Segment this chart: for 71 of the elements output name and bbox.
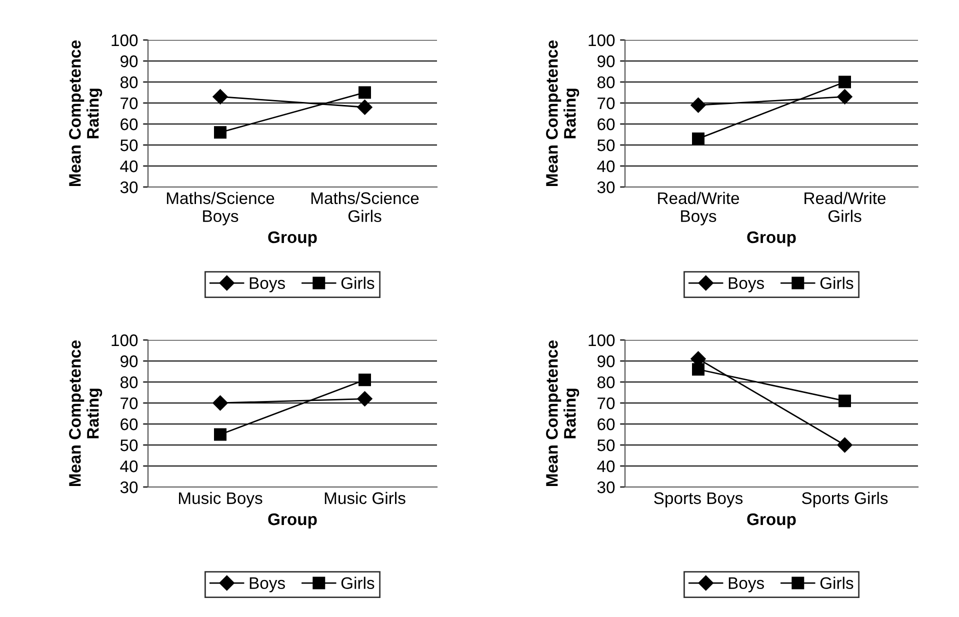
- y-tick-label: 60: [120, 418, 138, 430]
- x-tick-label: Read/Write Boys: [658, 192, 740, 226]
- point: [357, 391, 372, 406]
- point: [690, 98, 706, 113]
- y-tick-label: 50: [597, 439, 615, 452]
- y-tick-label: 50: [120, 139, 138, 152]
- x-tick-label: Sports Boys: [654, 492, 743, 508]
- point: [212, 395, 228, 411]
- y-tick-label: 60: [598, 418, 615, 430]
- y-tick-label: 80: [597, 376, 615, 388]
- point: [357, 100, 372, 115]
- y-tick-label: 100: [112, 34, 138, 46]
- y-tick-label: 50: [120, 439, 138, 452]
- point: [212, 89, 228, 104]
- y-axis-title: Mean Competence Rating: [69, 340, 102, 486]
- y-tick-label: 40: [120, 460, 138, 472]
- y-tick-label: 90: [598, 55, 615, 68]
- y-tick-label: 80: [120, 76, 138, 88]
- x-tick-label: Read/Write Girls: [804, 192, 886, 222]
- point: [692, 132, 704, 145]
- y-tick-label: 60: [120, 118, 138, 130]
- y-axis-title: Mean Competence Rating: [546, 40, 580, 186]
- legend-label: Boys: [250, 277, 285, 292]
- legend-label: Girls: [820, 576, 854, 590]
- x-tick-label: Music Boys: [179, 492, 262, 508]
- y-tick-label: 70: [120, 397, 138, 410]
- y-tick-label: 30: [597, 181, 615, 194]
- y-tick-label: 40: [120, 160, 138, 172]
- y-tick-label: 40: [597, 160, 615, 172]
- point: [838, 394, 851, 408]
- legend-label: Girls: [341, 576, 374, 590]
- legend-label: Girls: [820, 276, 854, 290]
- y-tick-label: 90: [120, 55, 138, 68]
- legend-label: Boys: [728, 277, 764, 292]
- y-tick-label: 70: [598, 397, 615, 410]
- y-tick-label: 30: [597, 481, 615, 494]
- y-tick-label: 90: [598, 355, 615, 368]
- x-tick-label: Sports Girls: [802, 492, 888, 508]
- y-tick-label: 70: [598, 97, 615, 110]
- x-tick-label: Maths/Science Girls: [311, 192, 419, 222]
- y-tick-label: 80: [597, 76, 615, 88]
- point: [837, 437, 852, 453]
- y-tick-label: 70: [120, 97, 138, 110]
- point: [214, 428, 226, 441]
- x-axis-title: Group: [268, 231, 317, 246]
- x-tick-label: Music Girls: [324, 492, 406, 504]
- y-axis-title: Mean Competence Rating: [546, 340, 580, 486]
- y-tick-label: 100: [588, 34, 615, 46]
- x-axis-title: Group: [268, 513, 317, 528]
- y-tick-label: 30: [120, 481, 138, 494]
- point: [838, 76, 851, 88]
- legend-label: Girls: [341, 276, 374, 290]
- x-axis-title: Group: [747, 513, 796, 528]
- y-tick-label: 80: [120, 376, 138, 388]
- x-tick-label: Maths/Science Boys: [166, 192, 274, 226]
- legend-label: Boys: [728, 577, 764, 592]
- y-tick-label: 40: [597, 460, 615, 472]
- point: [358, 374, 371, 386]
- y-tick-label: 100: [112, 334, 138, 346]
- point: [358, 86, 371, 99]
- y-axis-title: Mean Competence Rating: [69, 40, 102, 186]
- y-tick-label: 50: [597, 139, 615, 152]
- x-axis-title: Group: [747, 231, 796, 246]
- y-tick-label: 100: [588, 334, 615, 346]
- point: [214, 126, 226, 139]
- point: [837, 89, 852, 104]
- y-tick-label: 30: [120, 181, 138, 194]
- legend-label: Boys: [250, 577, 285, 592]
- y-tick-label: 90: [120, 355, 138, 368]
- point: [692, 363, 704, 376]
- y-tick-label: 60: [598, 118, 615, 130]
